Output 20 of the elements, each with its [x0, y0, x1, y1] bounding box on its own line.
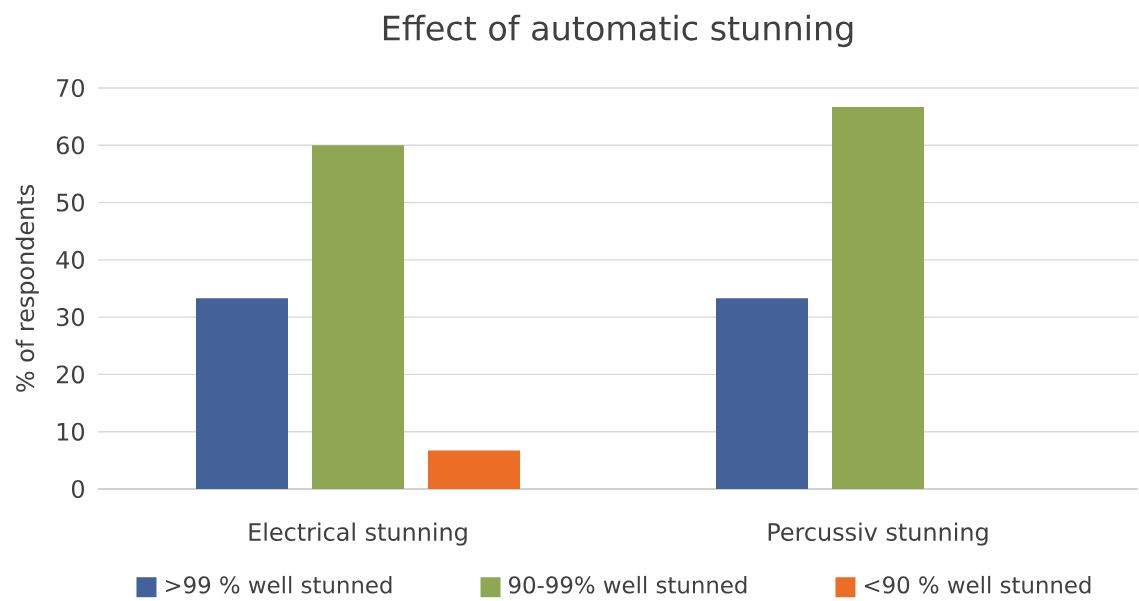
bar [312, 145, 404, 489]
bar [831, 106, 924, 489]
y-tick-label: 40 [56, 250, 84, 269]
y-tick-label: 20 [56, 365, 84, 384]
legend-label: 90-99% well stunned [508, 575, 747, 594]
legend-label: >99 % well stunned [165, 575, 392, 594]
y-tick-label: 60 [56, 136, 84, 155]
y-tick-label: 0 [71, 479, 84, 499]
legend-label: <90 % well stunned [864, 575, 1091, 594]
y-tick-label: 50 [56, 193, 84, 212]
chart-title: Effect of automatic stunning [383, 14, 853, 48]
x-tick-label: Percussiv stunning [768, 522, 988, 546]
x-tick-label: Electrical stunning [249, 522, 467, 546]
bar [428, 450, 520, 489]
y-tick-label: 70 [57, 78, 84, 98]
y-tick-label: 10 [57, 422, 84, 441]
bar [196, 298, 288, 489]
y-tick-label: 30 [56, 308, 84, 327]
bar [715, 298, 808, 489]
y-axis-title: % of respondents [15, 185, 39, 392]
